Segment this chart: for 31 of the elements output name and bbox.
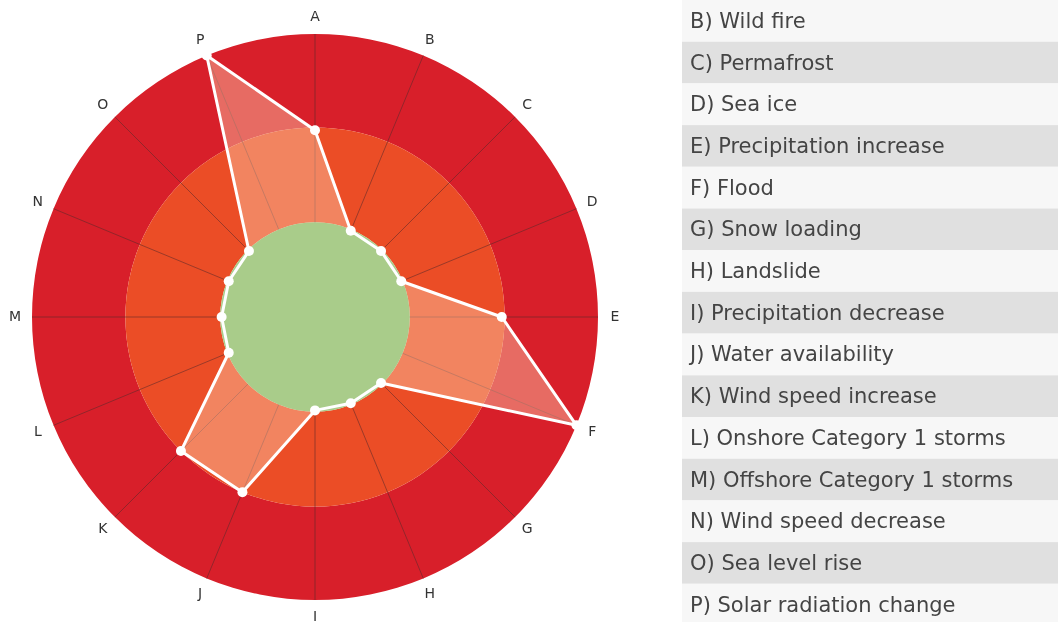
- spoke-label: F: [588, 422, 597, 439]
- text: I) Precipitation decrease: [690, 300, 945, 325]
- spoke-label: C: [522, 95, 533, 112]
- spoke-label: H: [424, 585, 436, 602]
- text: N) Wind speed decrease: [690, 509, 946, 534]
- spoke-label: J: [197, 585, 203, 602]
- spoke-label: P: [195, 30, 205, 47]
- text: J) Water availability: [688, 342, 895, 367]
- text: K) Wind speed increase: [690, 384, 937, 409]
- text: P) Solar radiation change: [690, 592, 956, 617]
- spoke-label: M: [8, 308, 22, 324]
- spoke-label: O: [97, 95, 109, 112]
- spoke-label: E: [610, 308, 620, 324]
- text: O) Sea level rise: [690, 550, 863, 575]
- spoke-label: N: [32, 193, 44, 210]
- text: F) Flood: [690, 175, 774, 200]
- text: D) Sea ice: [690, 92, 798, 117]
- text: L) Onshore Category 1 storms: [690, 425, 1006, 450]
- text: H) Landslide: [690, 259, 821, 284]
- spoke-label: B: [425, 30, 435, 47]
- spoke-label: K: [98, 520, 109, 537]
- text: C) Permafrost: [690, 50, 834, 75]
- spoke-label: D: [586, 193, 598, 210]
- spoke-label: G: [521, 520, 533, 537]
- text: B) Wild fire: [690, 8, 806, 33]
- spoke-label: A: [310, 8, 321, 24]
- text: E) Precipitation increase: [690, 133, 945, 158]
- spoke-label: L: [33, 422, 42, 439]
- spoke-label: I: [312, 608, 318, 622]
- text: G) Snow loading: [690, 217, 862, 242]
- text: M) Offshore Category 1 storms: [690, 467, 1014, 492]
